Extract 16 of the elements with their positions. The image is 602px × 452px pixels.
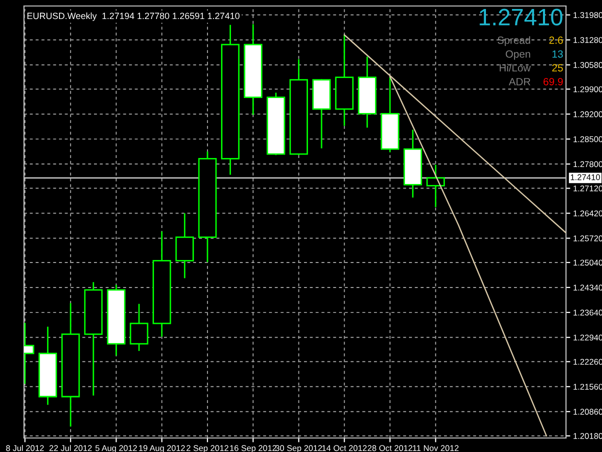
- annotation: 69.9: [544, 78, 563, 86]
- x-tick-label: 22 Jul 2012: [49, 444, 92, 452]
- annotation: ADR: [508, 78, 530, 86]
- x-tick-label: 14 Oct 2012: [322, 445, 367, 452]
- x-tick-label: 11 Nov 2012: [412, 445, 459, 452]
- ref-line-label: 1.27410: [570, 174, 600, 180]
- annotation: Hi/Low: [500, 64, 531, 72]
- x-tick-label: 28 Oct 2012: [368, 445, 412, 452]
- annotation: 13: [552, 50, 563, 58]
- annotation: Open: [506, 50, 530, 60]
- annotation: 1.27410: [480, 8, 562, 26]
- text: EURUSD.Weekly 1.27194 1.27780 1.26591 1.27410: [27, 12, 240, 21]
- annotation: 25: [552, 64, 563, 72]
- annotation: Spread: [498, 36, 530, 46]
- x-tick-label: 8 Jul 2012: [6, 444, 44, 452]
- annotation: 2.6: [549, 36, 563, 44]
